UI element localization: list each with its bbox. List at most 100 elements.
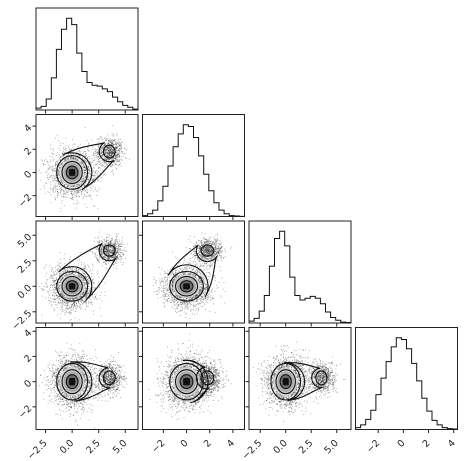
sample-point <box>114 157 116 159</box>
sample-point <box>110 242 111 244</box>
sample-point <box>83 178 84 180</box>
sample-point <box>113 243 115 245</box>
sample-point <box>121 241 123 243</box>
sample-point <box>88 181 89 183</box>
histogram-3 <box>355 337 458 430</box>
sample-point <box>123 244 125 246</box>
sample-point <box>113 252 114 254</box>
sample-point <box>50 277 52 279</box>
sample-point <box>58 173 60 175</box>
sample-point <box>78 300 79 302</box>
sample-point <box>85 182 86 184</box>
sample-point <box>113 251 114 253</box>
sample-point <box>77 273 79 274</box>
sample-point <box>91 188 93 190</box>
sample-point <box>42 289 44 291</box>
contour-main-0 <box>65 165 79 180</box>
sample-point <box>112 144 114 146</box>
sample-point <box>108 146 109 147</box>
sample-point <box>110 245 112 247</box>
sample-point <box>120 144 122 146</box>
sample-point <box>73 297 74 299</box>
sample-point <box>115 150 117 151</box>
sample-point <box>107 156 108 158</box>
sample-point <box>100 149 102 151</box>
sample-point <box>73 185 74 187</box>
sample-point <box>93 175 95 177</box>
sample-point <box>83 166 85 168</box>
sample-point <box>98 160 100 162</box>
sample-point <box>101 150 103 152</box>
sample-point <box>118 153 119 155</box>
sample-point <box>60 161 62 163</box>
sample-point <box>55 175 57 176</box>
sample-point <box>51 174 53 176</box>
sample-point <box>68 297 70 299</box>
sample-point <box>124 147 126 149</box>
sample-point <box>118 142 119 144</box>
sample-point <box>108 255 109 256</box>
sample-point <box>70 157 71 158</box>
sample-point <box>60 292 62 294</box>
sample-point <box>100 155 102 157</box>
sample-point <box>55 283 57 284</box>
sample-point <box>54 298 56 299</box>
sample-point <box>62 295 64 296</box>
sample-point <box>115 255 117 257</box>
sample-point <box>113 150 115 151</box>
sample-point <box>81 151 83 153</box>
sample-point <box>109 149 111 151</box>
sample-point <box>61 278 63 280</box>
sample-point <box>50 144 52 146</box>
sample-point <box>97 157 99 158</box>
sample-point <box>112 251 114 253</box>
sample-point <box>99 307 101 309</box>
sample-point <box>101 139 103 141</box>
sample-point <box>68 158 69 160</box>
sample-point <box>81 298 83 300</box>
sample-point <box>58 192 60 193</box>
sample-point <box>64 322 66 323</box>
sample-point <box>56 294 57 296</box>
sample-point <box>101 253 103 255</box>
sample-point <box>80 183 82 185</box>
sample-point <box>68 154 70 156</box>
sample-point <box>100 180 102 182</box>
sample-point <box>71 185 73 187</box>
sample-point <box>115 164 117 165</box>
sample-point <box>110 165 111 167</box>
sample-point <box>115 247 117 249</box>
sample-point <box>94 171 96 173</box>
sample-point <box>111 241 113 243</box>
sample-point <box>107 240 109 241</box>
sample-point <box>53 290 55 292</box>
sample-point <box>112 255 113 257</box>
sample-point <box>109 234 111 236</box>
sample-point <box>114 157 116 159</box>
sample-point <box>56 181 58 182</box>
sample-point <box>112 164 114 165</box>
sample-point <box>99 187 100 189</box>
sample-point <box>116 159 118 161</box>
sample-point <box>88 277 90 279</box>
sample-point <box>88 166 89 168</box>
sample-point <box>60 268 62 270</box>
sample-point <box>111 256 113 258</box>
sample-point <box>116 155 118 156</box>
sample-point <box>59 265 61 267</box>
sample-point <box>91 199 93 201</box>
sample-point <box>108 149 110 151</box>
sample-point <box>108 251 110 253</box>
sample-point <box>94 148 96 150</box>
sample-point <box>98 144 99 146</box>
sample-point <box>73 154 75 155</box>
sample-point <box>111 238 113 239</box>
sample-point <box>117 249 118 251</box>
sample-point <box>92 169 94 171</box>
sample-point <box>104 136 106 138</box>
sample-point <box>85 295 87 296</box>
sample-point <box>102 245 104 247</box>
sample-point <box>74 298 76 299</box>
sample-point <box>104 153 106 155</box>
sample-point <box>116 148 118 150</box>
